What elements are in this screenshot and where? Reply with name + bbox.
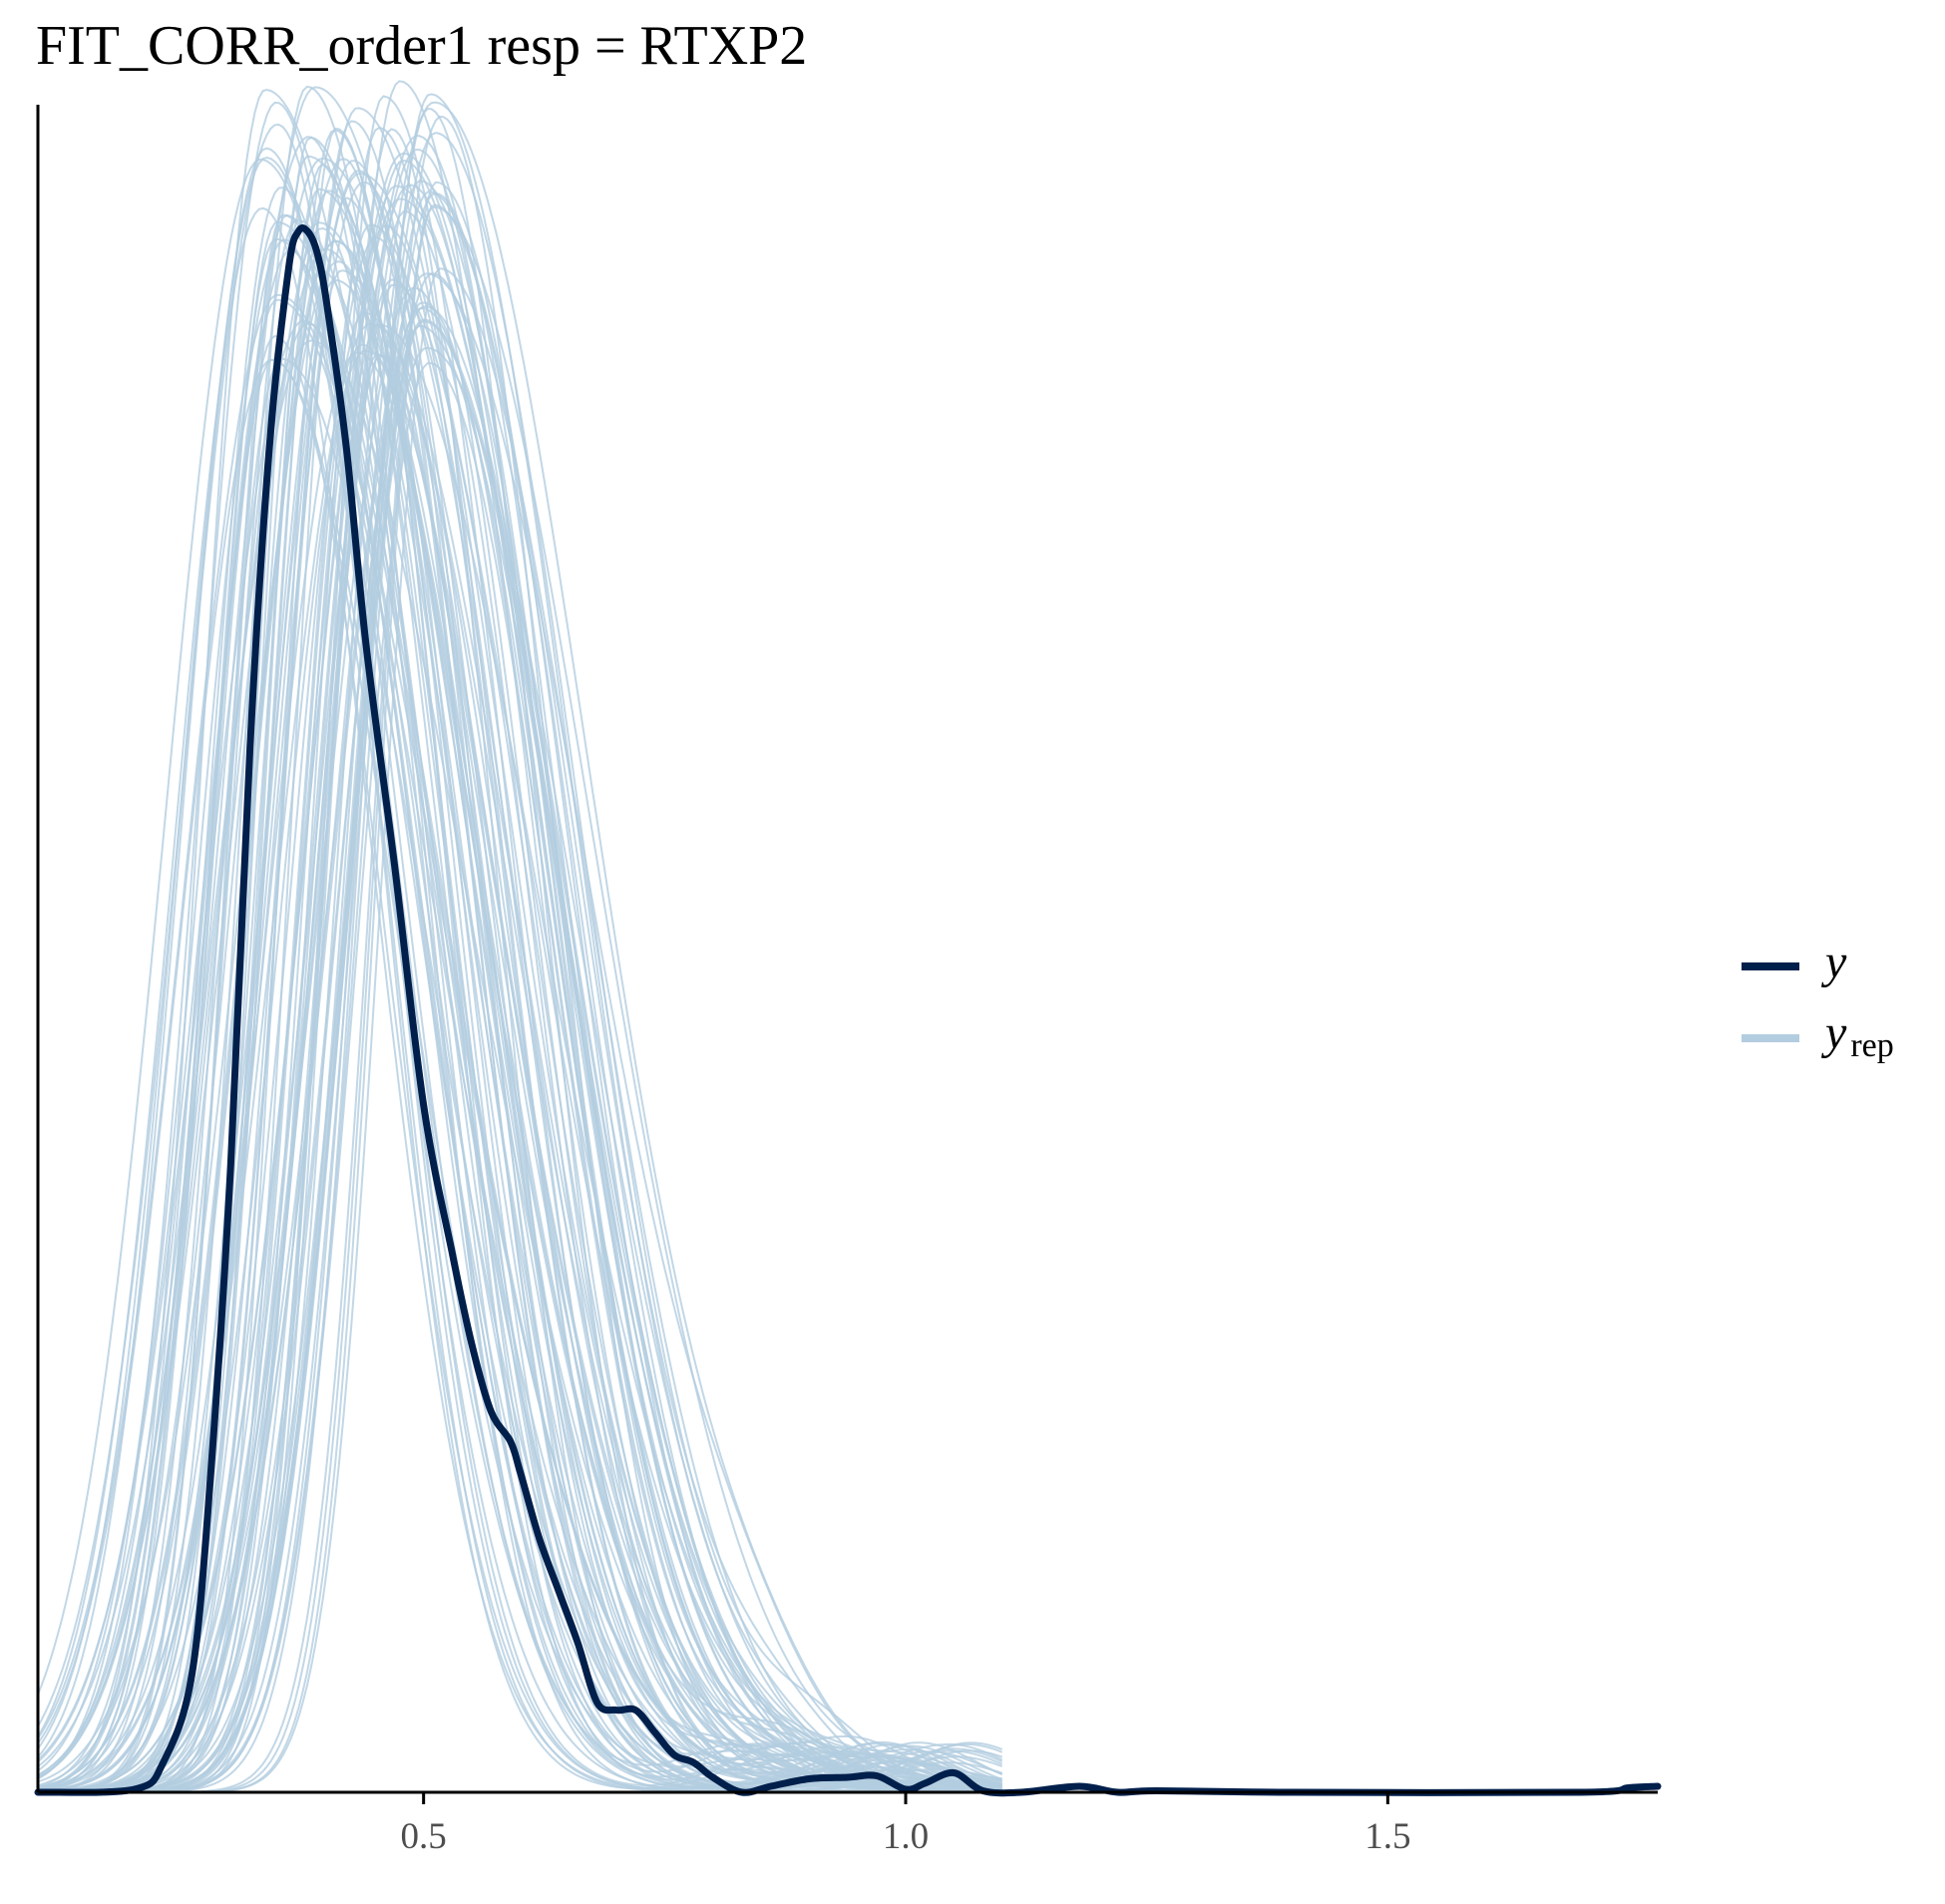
replicate-density-line — [37, 293, 1002, 1791]
replicate-density-line — [37, 239, 1002, 1793]
replicate-density-line — [37, 101, 1002, 1793]
replicate-density-line — [37, 221, 1002, 1793]
replicate-density-line — [37, 260, 1002, 1793]
replicate-density-line — [38, 132, 1002, 1793]
replicate-density-line — [37, 239, 1003, 1788]
x-tick-label: 1.0 — [883, 1816, 929, 1857]
replicate-density-lines — [37, 80, 1003, 1793]
replicate-density-line — [38, 185, 1002, 1793]
replicate-density-line — [37, 322, 1002, 1791]
x-tick-label: 1.5 — [1364, 1816, 1410, 1857]
legend-label-y: y — [1820, 936, 1847, 988]
replicate-density-line — [38, 323, 1002, 1793]
legend: y y rep — [1742, 936, 1894, 1064]
legend-label-yrep: y rep — [1820, 1006, 1894, 1064]
replicate-density-line — [38, 127, 1002, 1793]
x-axis-ticks: 0.5 1.0 1.5 — [401, 1792, 1410, 1857]
replicate-density-line — [38, 301, 1002, 1793]
replicate-density-line — [37, 172, 1002, 1793]
chart-title: FIT_CORR_order1 resp = RTXP2 — [36, 15, 807, 77]
observed-density-line — [34, 224, 1662, 1797]
replicate-density-line — [37, 286, 1002, 1793]
replicate-density-line — [38, 346, 1002, 1793]
x-tick-label: 0.5 — [401, 1816, 447, 1857]
replicate-density-line — [37, 101, 1002, 1793]
